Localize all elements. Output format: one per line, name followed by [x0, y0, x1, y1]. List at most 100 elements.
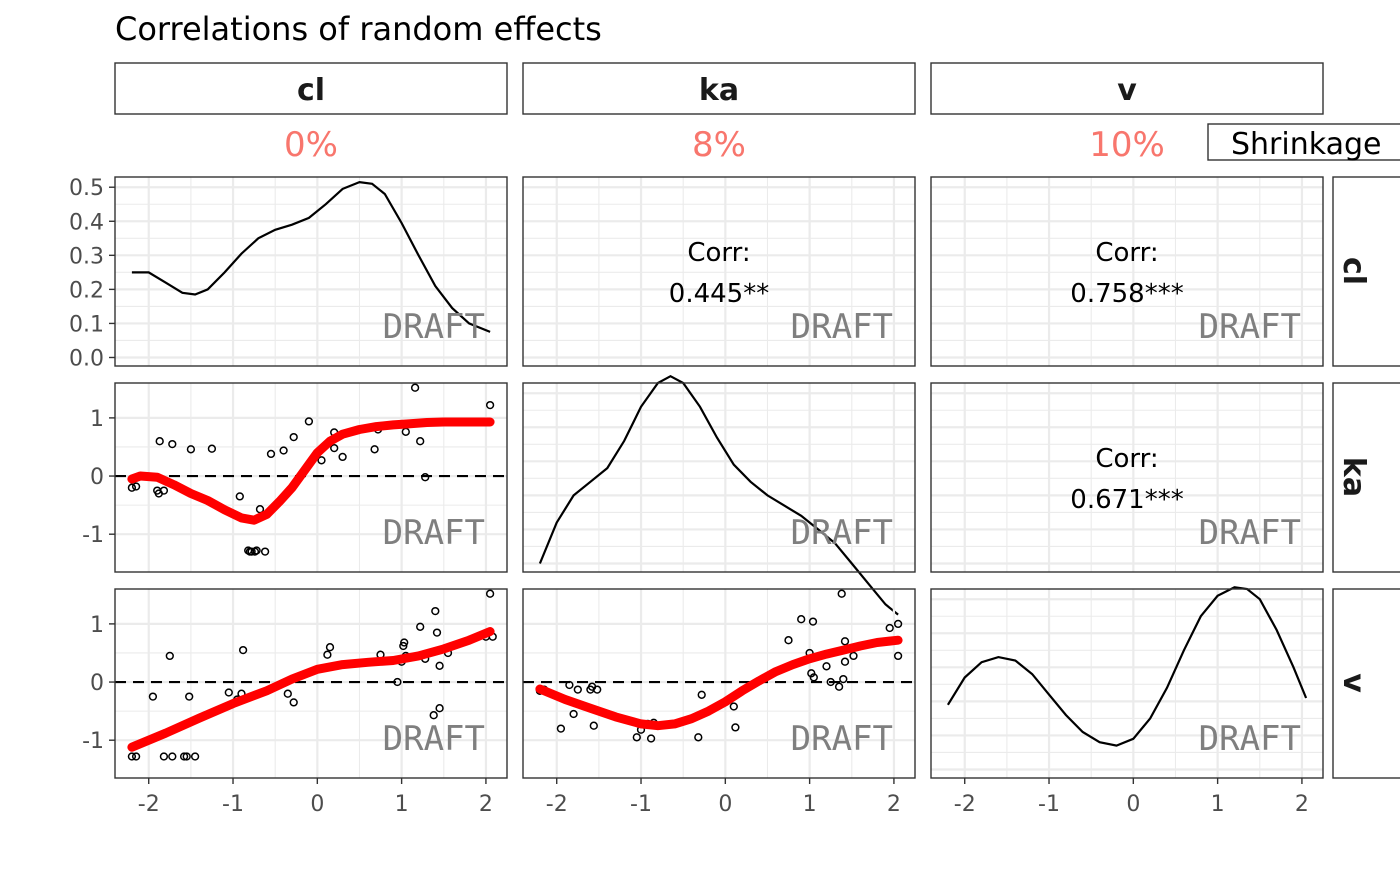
scatter-point: [325, 643, 335, 652]
panel-grid: DRAFT DRAFT DRAFT Corr: 0.445** DRAFT Corr: 0.7…: [69, 176, 1324, 817]
y-tick-label: -1: [82, 729, 104, 754]
draft-watermark: DRAFT: [791, 719, 893, 759]
scatter-point: [155, 437, 164, 446]
draft-watermark: DRAFT: [383, 513, 485, 553]
panel-grid-lines: [931, 383, 1323, 572]
panel-border: [522, 382, 916, 573]
y-tick-label: 0.2: [69, 278, 104, 303]
shrinkage-legend: Shrinkage: [1207, 123, 1400, 162]
scatter-point: [159, 752, 169, 761]
row-strip-cl: cl: [1332, 176, 1400, 367]
row-strip-label: v: [1336, 673, 1371, 693]
correlation-value: 0.758***: [1070, 279, 1183, 309]
row-strip-label: ka: [1336, 457, 1371, 497]
scatter-point: [185, 692, 194, 701]
panel-grid-lines: [931, 589, 1323, 778]
scatter-point: [148, 692, 158, 701]
panel-border: [930, 588, 1324, 779]
draft-watermark: DRAFT: [1199, 513, 1301, 553]
shrinkage-label-ka: 8%: [692, 125, 746, 165]
scatter-point: [416, 437, 425, 446]
y-tick-label: -1: [82, 523, 104, 548]
scatter-point: [849, 651, 858, 661]
scatter-point: [393, 677, 402, 687]
scatter-point: [260, 547, 270, 556]
scatter-point: [485, 400, 495, 410]
chart-title: Correlations of random effects: [115, 10, 602, 48]
scatter-point: [168, 439, 177, 449]
column-strip-cl: cl: [114, 62, 508, 115]
x-tick-label: 0: [310, 792, 324, 817]
row-strip-ka: ka: [1332, 382, 1400, 573]
scatter-point: [159, 486, 169, 495]
x-tick-label: 2: [887, 792, 901, 817]
column-strip-label: ka: [699, 73, 739, 108]
x-tick-label: -1: [630, 792, 652, 817]
scatter-point: [573, 685, 582, 694]
scatter-point: [729, 702, 738, 711]
panel-grid-lines: [115, 589, 507, 778]
scatter-point: [840, 657, 850, 666]
draft-watermark: DRAFT: [1199, 307, 1301, 347]
scatter-point: [569, 709, 578, 719]
draft-watermark: DRAFT: [791, 307, 893, 347]
y-tick-label: 0.3: [69, 244, 104, 269]
scatter-point: [809, 673, 818, 682]
y-tick-label: 0: [90, 465, 104, 490]
density-curve-v: [946, 586, 1308, 747]
scatter-point: [127, 483, 137, 492]
scatter-point: [694, 733, 703, 742]
shrinkage-label-v: 10%: [1089, 125, 1165, 165]
draft-watermark: DRAFT: [1199, 719, 1301, 759]
scatter-point: [589, 721, 598, 730]
scatter-point: [834, 682, 844, 691]
scatter-point: [238, 645, 248, 655]
scatter-point: [808, 617, 818, 626]
scatter-point: [289, 698, 298, 707]
y-tick-label: 1: [90, 613, 104, 638]
scatter-point: [186, 445, 196, 454]
scatter-point: [131, 752, 141, 761]
x-tick-label: 0: [1126, 792, 1140, 817]
scatter-point: [632, 733, 641, 742]
scatter-point: [131, 482, 141, 491]
scatter-point: [797, 615, 806, 624]
panel-border: [114, 588, 508, 779]
scatter-point: [323, 650, 332, 659]
x-tick-label: 1: [395, 792, 409, 817]
scatter-point: [822, 662, 831, 671]
scatter-point: [317, 456, 326, 465]
scatter-point: [279, 446, 288, 455]
column-strip-v: v: [930, 62, 1324, 115]
panel-border: [930, 176, 1324, 367]
scatter-point: [429, 711, 438, 720]
scatter-point: [807, 669, 816, 678]
scatter-point: [826, 677, 835, 687]
x-tick-label: -2: [138, 792, 160, 817]
scatter-point: [400, 638, 409, 647]
scatter-point: [207, 444, 217, 453]
scatter-point: [593, 685, 602, 694]
x-tick-label: -2: [954, 792, 976, 817]
density-curve-ka: [538, 374, 899, 616]
correlation-value: 0.445**: [669, 279, 769, 309]
scatter-point: [837, 589, 846, 598]
scatter-point: [697, 690, 706, 699]
panel-grid-lines: [931, 177, 1323, 366]
scatter-point: [731, 723, 740, 732]
y-tick-label: 0.0: [69, 346, 104, 371]
correlation-value: 0.671***: [1070, 485, 1183, 515]
draft-watermark: DRAFT: [791, 513, 893, 553]
scatter-point: [338, 452, 347, 462]
panel-grid-lines: [523, 383, 915, 572]
column-strip-label: v: [1117, 73, 1137, 108]
scatter-point: [304, 417, 314, 426]
scatter-point: [235, 492, 244, 501]
scatter-point: [289, 432, 298, 442]
y-tick-label: 1: [90, 407, 104, 432]
x-tick-label: 2: [1295, 792, 1309, 817]
scatter-point: [410, 383, 420, 392]
smooth-curve: [535, 635, 903, 731]
x-tick-label: -2: [546, 792, 568, 817]
column-strip-label: cl: [297, 73, 325, 108]
